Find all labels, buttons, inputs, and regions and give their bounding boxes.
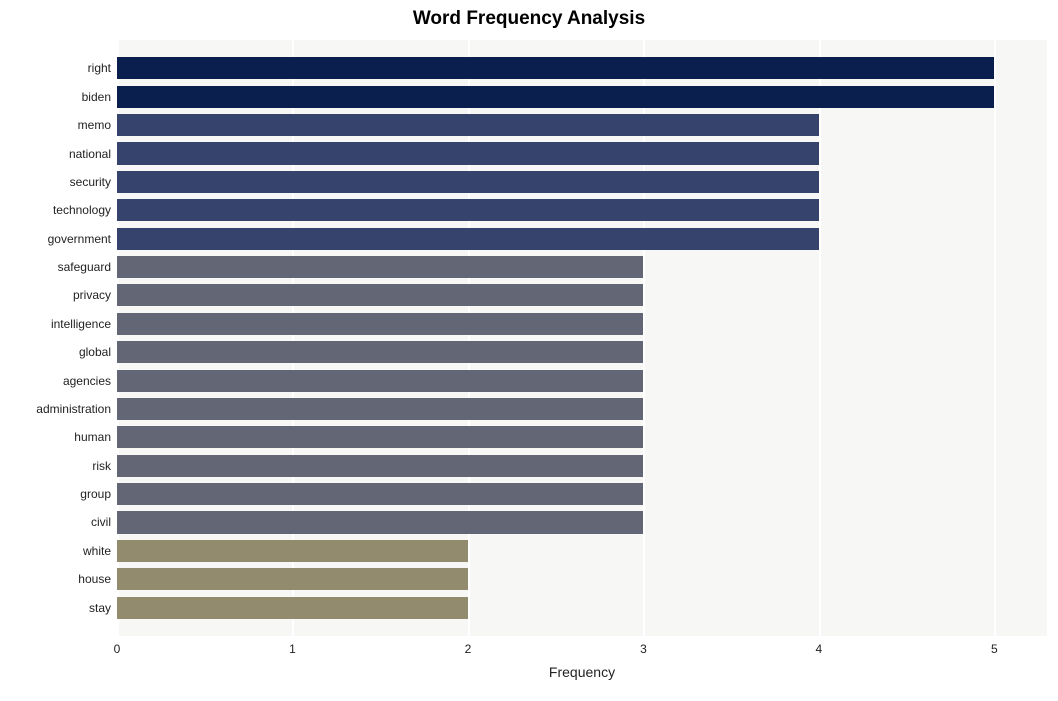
bar (117, 256, 643, 278)
y-category-label: security (70, 175, 111, 189)
bar (117, 483, 643, 505)
y-category-label: privacy (73, 288, 111, 302)
y-category-label: risk (92, 459, 111, 473)
y-category-label: house (78, 572, 111, 586)
chart-title: Word Frequency Analysis (0, 8, 1058, 30)
bar (117, 284, 643, 306)
bar (117, 57, 994, 79)
bar (117, 228, 819, 250)
bar (117, 341, 643, 363)
plot-area: Frequency 012345rightbidenmemonationalse… (117, 40, 1047, 636)
bar (117, 171, 819, 193)
bar (117, 455, 643, 477)
x-tick-label: 3 (640, 642, 647, 656)
y-category-label: white (83, 544, 111, 558)
y-category-label: agencies (63, 374, 111, 388)
bar (117, 114, 819, 136)
y-category-label: national (69, 147, 111, 161)
grid-line (819, 40, 821, 636)
y-category-label: intelligence (51, 317, 111, 331)
bar (117, 398, 643, 420)
bar (117, 511, 643, 533)
bar (117, 370, 643, 392)
bar (117, 313, 643, 335)
y-category-label: government (48, 232, 111, 246)
x-tick-label: 0 (114, 642, 121, 656)
y-category-label: group (80, 487, 111, 501)
y-category-label: memo (78, 118, 111, 132)
bar (117, 86, 994, 108)
x-axis-title: Frequency (549, 664, 615, 680)
bar (117, 199, 819, 221)
bar (117, 540, 468, 562)
x-tick-label: 1 (289, 642, 296, 656)
chart-container: Word Frequency Analysis Frequency 012345… (0, 0, 1058, 701)
x-tick-label: 4 (816, 642, 823, 656)
y-category-label: stay (89, 601, 111, 615)
bar (117, 142, 819, 164)
grid-line (994, 40, 996, 636)
x-tick-label: 5 (991, 642, 998, 656)
y-category-label: human (74, 430, 111, 444)
y-category-label: right (88, 61, 111, 75)
y-category-label: safeguard (58, 260, 111, 274)
bar (117, 597, 468, 619)
y-category-label: civil (91, 515, 111, 529)
y-category-label: technology (53, 203, 111, 217)
y-category-label: global (79, 345, 111, 359)
y-category-label: administration (36, 402, 111, 416)
bar (117, 426, 643, 448)
bar (117, 568, 468, 590)
x-tick-label: 2 (465, 642, 472, 656)
y-category-label: biden (82, 90, 111, 104)
